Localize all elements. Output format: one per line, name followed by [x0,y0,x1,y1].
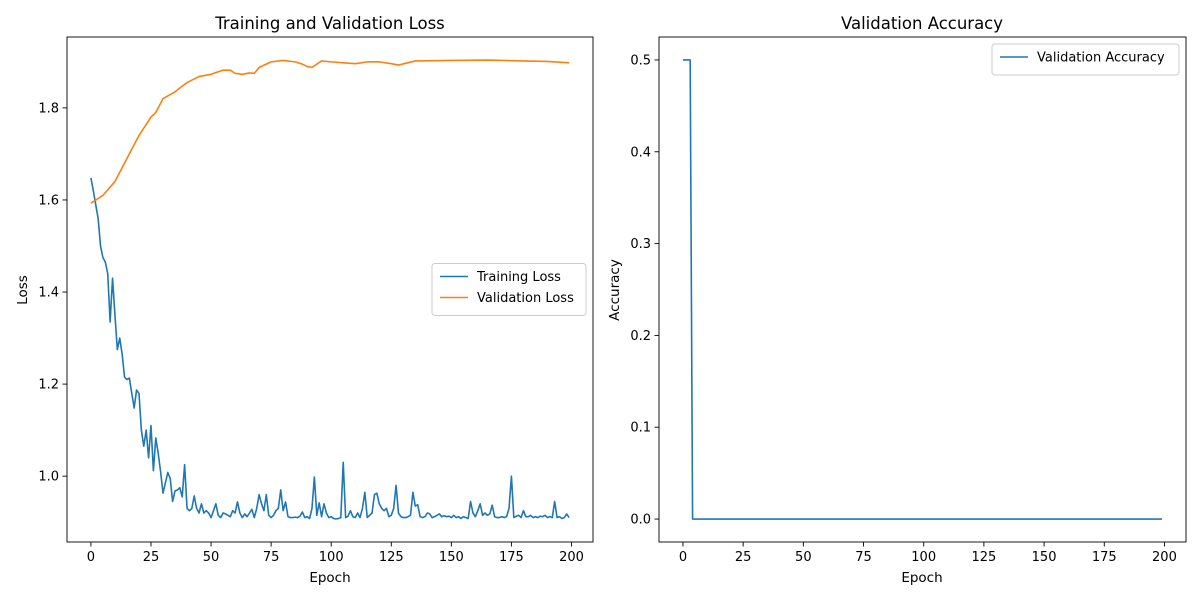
loss-chart: Training and Validation Loss Epoch Loss … [15,14,594,586]
loss-legend-label: Training Loss [476,270,561,285]
loss-xtick-label: 50 [203,550,220,565]
accuracy-chart-title: Validation Accuracy [841,14,1003,33]
accuracy-xtick-label: 200 [1152,550,1177,565]
accuracy-axes-frame [658,36,1187,543]
loss-series-line-1 [90,59,570,204]
accuracy-legend-box [991,43,1180,76]
accuracy-xtick-label: 100 [911,550,936,565]
accuracy-xtick-label: 0 [679,550,687,565]
loss-xtick-label: 125 [379,550,404,565]
loss-legend-box [431,263,587,316]
loss-chart-ylabel: Loss [15,275,31,305]
accuracy-xtick-label: 50 [795,550,812,565]
loss-xtick-label: 100 [319,550,344,565]
loss-ytick-label: 1.6 [38,193,59,208]
accuracy-xtick-label: 175 [1092,550,1117,565]
loss-xtick-label: 0 [87,550,95,565]
loss-xtick-label: 25 [143,550,160,565]
loss-legend-label: Validation Loss [477,291,574,306]
loss-legend: Training Loss Validation Loss [431,263,587,316]
accuracy-chart-xlabel: Epoch [901,570,942,586]
accuracy-chart: Validation Accuracy Epoch Accuracy 0 25 50… [607,14,1187,586]
loss-chart-xlabel: Epoch [309,570,350,586]
loss-xtick-label: 75 [263,550,280,565]
accuracy-xtick-label: 150 [1032,550,1057,565]
accuracy-series-line-0 [682,59,1163,520]
loss-xtick-label: 175 [499,550,524,565]
accuracy-legend: Validation Accuracy [991,43,1180,76]
loss-ytick-label: 1.4 [38,286,59,301]
loss-ytick-label: 1.2 [38,378,59,393]
loss-axes-frame [66,36,594,543]
loss-ytick-label: 1.8 [38,101,59,116]
accuracy-xtick-label: 75 [855,550,872,565]
loss-ytick-label: 1.0 [38,470,59,485]
loss-series-line-0 [90,177,570,520]
accuracy-ytick-label: 0.4 [630,145,651,160]
loss-xtick-label: 150 [439,550,464,565]
accuracy-ytick-label: 0.2 [630,329,651,344]
loss-xtick-label: 200 [559,550,584,565]
accuracy-ytick-label: 0.5 [630,53,651,68]
accuracy-xtick-label: 125 [971,550,996,565]
accuracy-ytick-label: 0.3 [630,237,651,252]
accuracy-ytick-label: 0.1 [630,421,651,436]
accuracy-chart-ylabel: Accuracy [607,259,623,321]
accuracy-legend-label: Validation Accuracy [1037,51,1165,66]
accuracy-xtick-label: 25 [735,550,752,565]
accuracy-ytick-label: 0.0 [630,513,651,528]
loss-chart-title: Training and Validation Loss [214,14,445,33]
